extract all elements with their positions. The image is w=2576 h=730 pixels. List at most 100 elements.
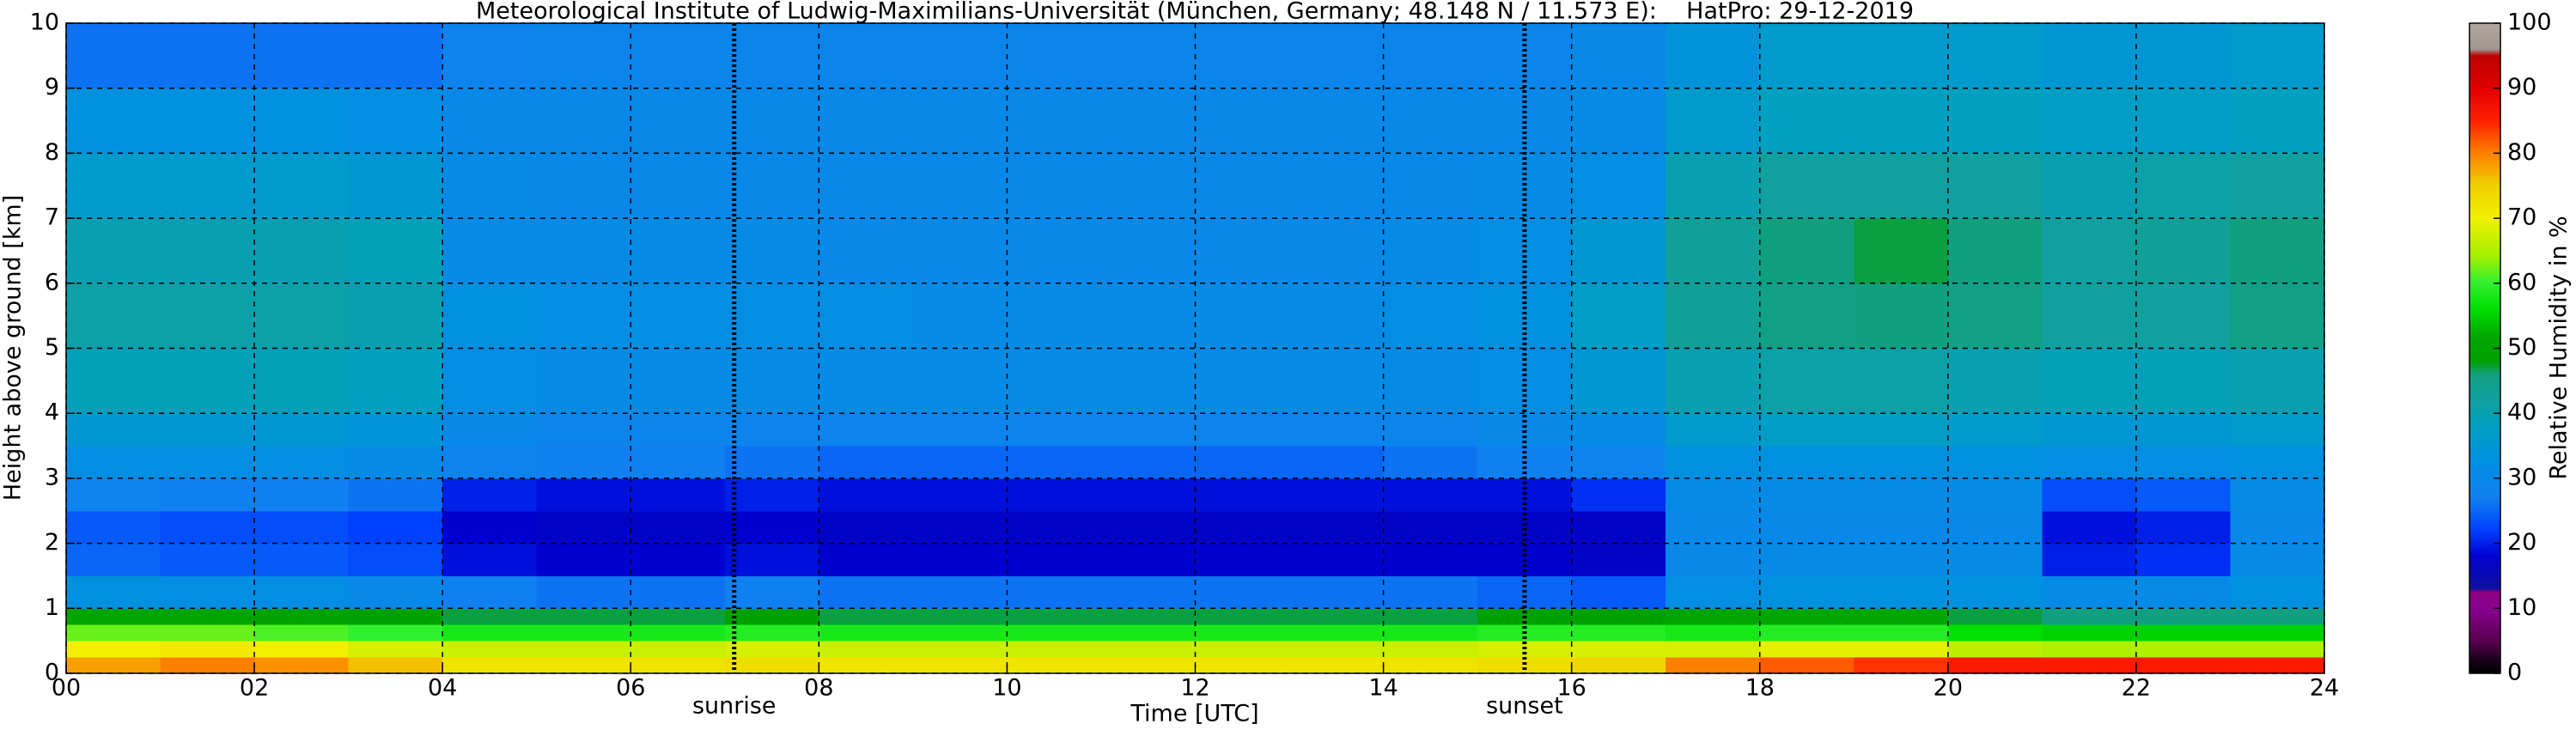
x-tick-label: 00 (52, 675, 81, 702)
heatmap-cell (1195, 478, 1290, 512)
heatmap-cell (442, 153, 538, 219)
colorbar-tick-label: 0 (2507, 660, 2522, 686)
heatmap-cell (2135, 348, 2231, 414)
heatmap-cell (2042, 413, 2137, 447)
heatmap-cell (254, 23, 350, 89)
heatmap-cell (1571, 218, 1666, 284)
heatmap-cell (1289, 153, 1385, 219)
heatmap-cell (442, 543, 538, 576)
heatmap-cell (2230, 218, 2325, 284)
heatmap-cell (442, 283, 538, 349)
heatmap-cell (2230, 88, 2325, 154)
heatmap-cell (1100, 348, 1196, 414)
heatmap-cell (66, 153, 161, 219)
heatmap-cell (1571, 348, 1666, 414)
heatmap-cell (160, 608, 255, 625)
heatmap-cell (630, 153, 726, 219)
heatmap-cell (1007, 478, 1102, 512)
heatmap-cell (2230, 624, 2325, 642)
heatmap-cell (1007, 543, 1102, 576)
heatmap-cell (630, 218, 726, 284)
heatmap-cell (1947, 575, 2043, 609)
heatmap-cell (1100, 478, 1196, 512)
heatmap-cell (1571, 446, 1666, 479)
heatmap-cell (1100, 543, 1196, 576)
heatmap-cell (442, 575, 538, 609)
heatmap-cell (912, 283, 1008, 349)
heatmap-cell (819, 283, 914, 349)
colorbar-tick-label: 80 (2507, 139, 2536, 166)
heatmap-cell (1759, 413, 1854, 447)
heatmap-cell (254, 624, 350, 642)
heatmap-cell (536, 413, 631, 447)
heatmap-cell (2042, 218, 2137, 284)
heatmap-cell (1383, 283, 1478, 349)
heatmap-cell (160, 153, 255, 219)
heatmap-cell (2230, 657, 2325, 674)
heatmap-cell (724, 153, 819, 219)
heatmap-cell (1571, 543, 1666, 576)
heatmap-cell (1759, 478, 1854, 512)
heatmap-cell (1666, 657, 1761, 674)
heatmap-cell (1195, 657, 1290, 674)
heatmap-cell (1007, 283, 1102, 349)
heatmap-cell (1854, 413, 1949, 447)
heatmap-cell (2135, 543, 2231, 576)
heatmap-cell (1854, 657, 1949, 674)
heatmap-cell (1383, 624, 1478, 642)
heatmap-cell (1195, 624, 1290, 642)
heatmap-cell (630, 641, 726, 658)
x-axis-label: Time [UTC] (1130, 701, 1258, 727)
heatmap-cell (1947, 413, 2043, 447)
heatmap-cell (1759, 218, 1854, 284)
heatmap-cell (536, 478, 631, 512)
heatmap-cell (1383, 446, 1478, 479)
heatmap-cell (1289, 510, 1385, 544)
colorbar-label: Relative Humidity in % (2546, 216, 2573, 479)
heatmap-cell (724, 23, 819, 89)
heatmap-cell (1947, 657, 2043, 674)
heatmap-cell (819, 641, 914, 658)
heatmap-cell (2135, 218, 2231, 284)
heatmap-cell (1666, 543, 1761, 576)
heatmap-cell (2042, 543, 2137, 576)
heatmap-cell (1383, 641, 1478, 658)
heatmap-cell (2135, 88, 2231, 154)
heatmap-cell (819, 543, 914, 576)
y-tick-label: 5 (45, 334, 59, 361)
heatmap-cell (912, 478, 1008, 512)
heatmap-cell (160, 413, 255, 447)
heatmap-cell (912, 543, 1008, 576)
heatmap-cell (2230, 348, 2325, 414)
heatmap-cell (1100, 641, 1196, 658)
heatmap-cell (2042, 657, 2137, 674)
heatmap-cell (2230, 510, 2325, 544)
heatmap-cell (912, 413, 1008, 447)
heatmap-cell (630, 510, 726, 544)
heatmap-cell (442, 608, 538, 625)
heatmap-cell (630, 413, 726, 447)
colorbar-tick-label: 50 (2507, 334, 2536, 361)
heatmap-cell (1666, 575, 1761, 609)
heatmap-cell (1289, 575, 1385, 609)
x-tick-label: 20 (1934, 675, 1963, 702)
heatmap-cell (1666, 283, 1761, 349)
heatmap-cell (724, 641, 819, 658)
heatmap-cell (348, 153, 443, 219)
heatmap-cell (819, 478, 914, 512)
heatmap-cell (1854, 543, 1949, 576)
heatmap-cell (348, 283, 443, 349)
heatmap-cell (442, 624, 538, 642)
heatmap-cell (254, 153, 350, 219)
heatmap-cell (724, 543, 819, 576)
heatmap-cell (912, 23, 1008, 89)
heatmap-cell (724, 478, 819, 512)
heatmap-cell (66, 624, 161, 642)
heatmap-cell (819, 575, 914, 609)
y-tick-label: 6 (45, 269, 59, 295)
heatmap-cell (2042, 624, 2137, 642)
heatmap-cell (160, 88, 255, 154)
heatmap-cell (1195, 641, 1290, 658)
heatmap-cell (66, 348, 161, 414)
